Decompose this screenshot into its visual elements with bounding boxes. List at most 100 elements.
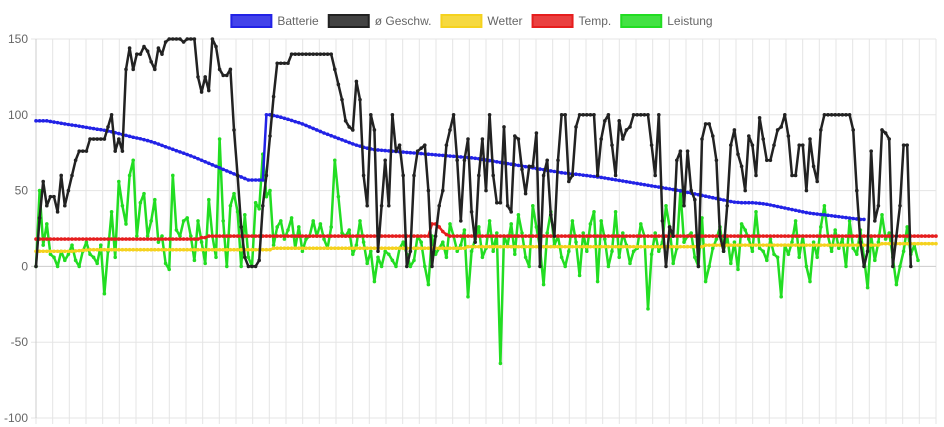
data-point [160, 247, 164, 252]
data-point [225, 169, 229, 173]
data-point [585, 234, 589, 238]
data-point [84, 125, 89, 130]
data-point [70, 237, 74, 241]
data-point [851, 246, 855, 251]
data-point [804, 188, 809, 193]
data-point [131, 135, 135, 140]
data-point [181, 219, 186, 223]
data-point [336, 234, 341, 238]
data-point [264, 173, 269, 178]
data-point [765, 158, 769, 163]
data-point [527, 164, 531, 169]
data-point [311, 246, 316, 251]
data-point [804, 210, 809, 215]
data-point [232, 128, 236, 132]
data-point [369, 249, 373, 254]
legend-item-temp-[interactable]: Temp. [531, 14, 612, 28]
data-point [315, 246, 319, 251]
data-point [523, 244, 528, 249]
data-point [829, 113, 834, 117]
legend-item-batterie[interactable]: Batterie [230, 14, 319, 28]
data-point [534, 225, 539, 229]
data-point [189, 37, 193, 41]
data-point [59, 249, 63, 254]
data-point [63, 258, 67, 263]
legend-item-leistung[interactable]: Leistung [620, 14, 713, 28]
data-point [775, 128, 780, 132]
data-point [48, 119, 53, 124]
data-point [419, 240, 424, 244]
data-point [340, 231, 344, 235]
data-point [347, 140, 352, 145]
data-point [167, 267, 171, 272]
data-point [228, 67, 233, 72]
legend-label: Wetter [487, 14, 522, 28]
data-point [491, 249, 496, 254]
data-point [822, 213, 827, 217]
data-point [851, 216, 855, 221]
data-point [577, 172, 582, 177]
data-point [592, 210, 596, 214]
data-point [595, 279, 600, 284]
data-point [372, 128, 377, 132]
data-point [840, 113, 845, 117]
data-point [441, 240, 445, 244]
data-point [487, 219, 492, 223]
data-point [527, 244, 531, 249]
data-point [610, 143, 614, 147]
data-point [293, 52, 298, 56]
data-point [66, 249, 71, 254]
data-point [747, 200, 751, 205]
legend[interactable]: Batterie ø Geschw. Wetter Temp. Leistung [230, 14, 713, 28]
data-point [286, 228, 290, 232]
data-point [603, 237, 607, 241]
data-point [293, 246, 298, 251]
data-point [297, 234, 301, 238]
data-point [739, 222, 744, 226]
data-point [635, 244, 639, 249]
data-point [354, 143, 359, 147]
data-point [783, 113, 787, 117]
data-point [282, 237, 287, 241]
data-point [613, 210, 618, 214]
data-point [408, 150, 413, 155]
data-point [322, 234, 326, 238]
data-point [829, 213, 834, 218]
data-point [149, 219, 153, 223]
data-point [801, 143, 805, 147]
data-point [829, 243, 834, 247]
data-point [887, 241, 891, 246]
data-point [412, 151, 416, 155]
data-point [833, 243, 837, 247]
data-point [513, 234, 517, 238]
data-point [437, 203, 442, 208]
data-point [833, 113, 837, 117]
data-point [315, 234, 319, 238]
data-point [196, 247, 200, 252]
data-point [253, 178, 258, 182]
data-point [617, 178, 621, 183]
data-point [113, 247, 117, 252]
data-point [214, 247, 218, 252]
data-point [318, 129, 323, 134]
data-point [790, 240, 794, 244]
data-point [700, 216, 704, 220]
data-point [574, 240, 578, 244]
data-point [887, 137, 891, 141]
data-point [491, 173, 496, 178]
data-point [786, 134, 791, 138]
data-point [372, 279, 377, 284]
data-point [217, 234, 222, 238]
data-point [307, 246, 312, 251]
legend-item-wetter[interactable]: Wetter [440, 14, 523, 28]
data-point [761, 249, 765, 254]
data-point [293, 234, 298, 238]
legend-item--geschw-[interactable]: ø Geschw. [327, 14, 432, 28]
data-point [279, 115, 283, 120]
data-point [181, 40, 186, 44]
data-point [567, 249, 571, 254]
data-point [196, 219, 200, 223]
data-point [217, 137, 222, 141]
data-point [257, 178, 262, 182]
data-point [721, 249, 726, 254]
